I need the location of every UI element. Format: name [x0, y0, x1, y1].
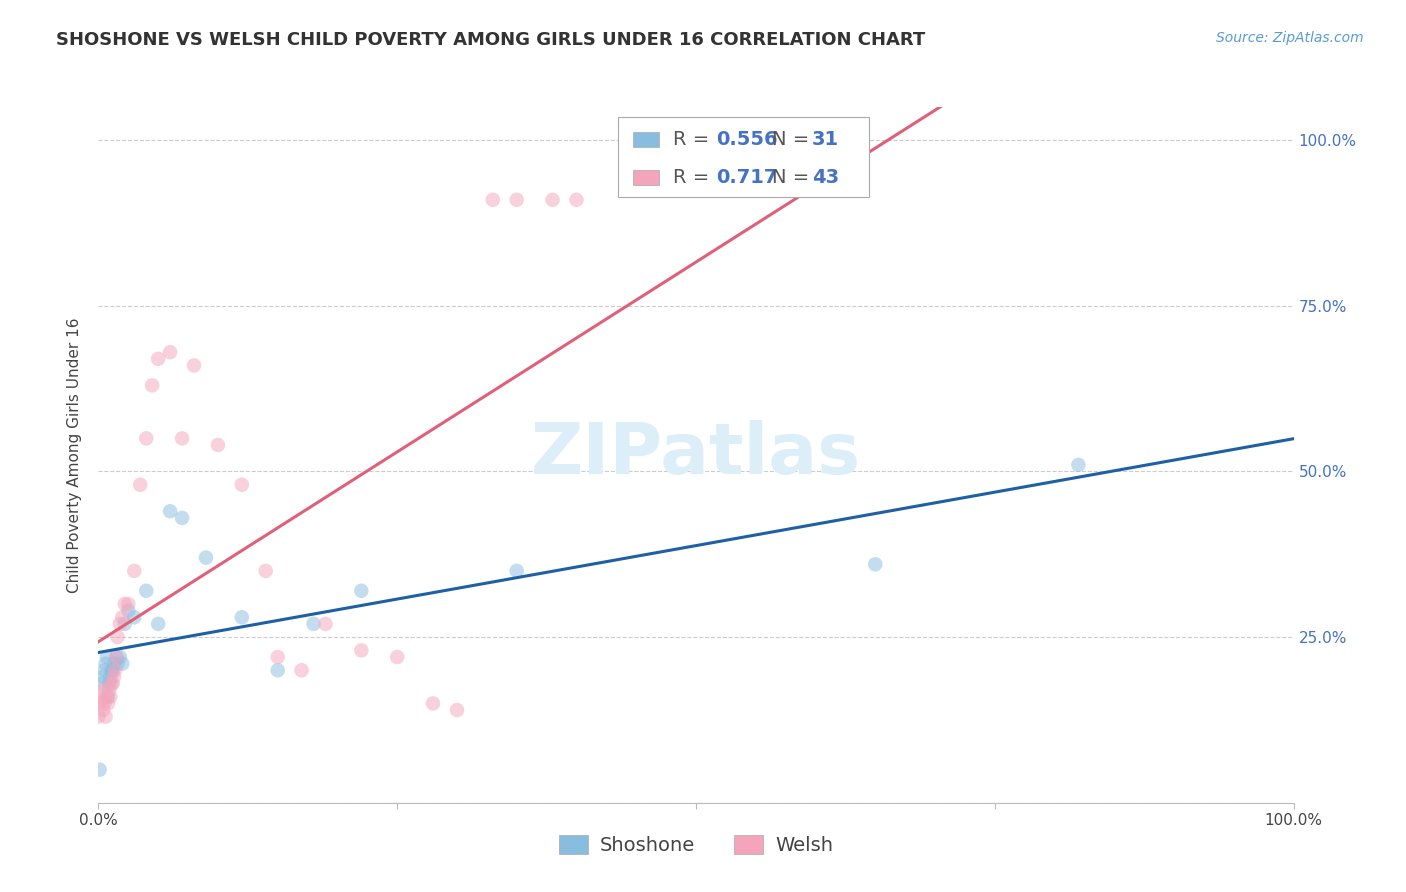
FancyBboxPatch shape	[619, 118, 869, 197]
Point	[148, 616, 170, 631]
Point	[93, 663, 115, 677]
Point	[195, 550, 218, 565]
Point	[103, 670, 125, 684]
Point	[124, 564, 146, 578]
Point	[422, 697, 444, 711]
Point	[565, 193, 588, 207]
Point	[97, 690, 120, 704]
Point	[481, 193, 505, 207]
Point	[506, 564, 529, 578]
Text: ZIPatlas: ZIPatlas	[531, 420, 860, 490]
Point	[96, 650, 118, 665]
Point	[107, 630, 129, 644]
Legend: Shoshone, Welsh: Shoshone, Welsh	[551, 827, 841, 863]
Point	[541, 193, 564, 207]
Point	[315, 616, 337, 631]
Point	[96, 690, 118, 704]
Point	[91, 676, 114, 690]
Point	[98, 670, 122, 684]
Point	[1067, 458, 1090, 472]
Point	[350, 583, 373, 598]
Point	[254, 564, 277, 578]
Point	[100, 663, 122, 677]
Point	[105, 650, 128, 665]
Text: Source: ZipAtlas.com: Source: ZipAtlas.com	[1216, 31, 1364, 45]
Point	[267, 663, 290, 677]
FancyBboxPatch shape	[633, 132, 659, 147]
Point	[506, 193, 529, 207]
Point	[302, 616, 325, 631]
Point	[101, 676, 124, 690]
Point	[385, 650, 409, 665]
Point	[350, 643, 373, 657]
Point	[93, 697, 115, 711]
Point	[101, 663, 124, 677]
Point	[172, 511, 194, 525]
Point	[87, 709, 110, 723]
Point	[114, 616, 136, 631]
Point	[94, 657, 117, 671]
Point	[129, 477, 152, 491]
Point	[117, 597, 139, 611]
Point	[108, 616, 131, 631]
Point	[183, 359, 205, 373]
Point	[135, 583, 157, 598]
Text: N =: N =	[772, 130, 815, 149]
Text: R =: R =	[673, 130, 716, 149]
Point	[103, 657, 125, 671]
Point	[172, 431, 194, 445]
Point	[231, 477, 253, 491]
Point	[148, 351, 170, 366]
Text: 43: 43	[811, 168, 839, 187]
Point	[114, 597, 136, 611]
Point	[90, 690, 112, 704]
Text: R =: R =	[673, 168, 716, 187]
Point	[111, 657, 134, 671]
Point	[141, 378, 163, 392]
Point	[231, 610, 253, 624]
Text: 0.717: 0.717	[716, 168, 778, 187]
Point	[89, 763, 111, 777]
Point	[105, 650, 128, 665]
Text: SHOSHONE VS WELSH CHILD POVERTY AMONG GIRLS UNDER 16 CORRELATION CHART: SHOSHONE VS WELSH CHILD POVERTY AMONG GI…	[56, 31, 925, 49]
Point	[135, 431, 157, 445]
Point	[207, 438, 229, 452]
Point	[100, 676, 122, 690]
Text: 31: 31	[811, 130, 839, 149]
Point	[865, 558, 887, 572]
Point	[91, 670, 114, 684]
Point	[446, 703, 468, 717]
FancyBboxPatch shape	[633, 169, 659, 186]
Point	[159, 504, 181, 518]
Point	[91, 683, 114, 698]
Point	[117, 604, 139, 618]
Point	[111, 610, 134, 624]
Point	[89, 697, 111, 711]
Point	[98, 690, 122, 704]
Point	[267, 650, 290, 665]
Point	[94, 709, 117, 723]
Text: N =: N =	[772, 168, 815, 187]
Point	[107, 657, 129, 671]
Point	[124, 610, 146, 624]
Y-axis label: Child Poverty Among Girls Under 16: Child Poverty Among Girls Under 16	[67, 318, 83, 592]
Point	[91, 703, 114, 717]
Point	[98, 676, 121, 690]
Point	[159, 345, 181, 359]
Point	[108, 650, 131, 665]
Point	[104, 663, 127, 677]
Point	[97, 697, 120, 711]
Point	[291, 663, 314, 677]
Text: 0.556: 0.556	[716, 130, 778, 149]
Point	[98, 683, 121, 698]
